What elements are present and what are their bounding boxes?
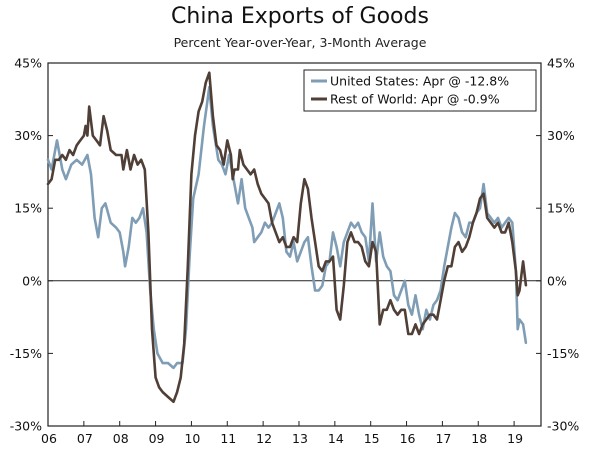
x-tick-label: 17	[435, 431, 451, 446]
y-tick-label-left: 45%	[14, 56, 42, 71]
series-line-us	[46, 85, 528, 370]
chart-subtitle: Percent Year-over-Year, 3-Month Average	[173, 35, 427, 50]
y-tick-label-right: 30%	[547, 128, 575, 143]
x-tick-label: 10	[184, 431, 200, 446]
chart-title: China Exports of Goods	[171, 4, 429, 29]
x-tick-label: 16	[400, 431, 416, 446]
y-tick-label-left: 0%	[22, 273, 42, 288]
y-tick-label-right: 45%	[547, 56, 575, 71]
legend-box	[303, 69, 537, 112]
plot-frame	[47, 62, 542, 427]
x-tick-label: 08	[113, 431, 129, 446]
x-tick-label: 15	[364, 431, 380, 446]
series-layer	[46, 71, 528, 404]
x-tick-label: 06	[41, 431, 57, 446]
x-tick-label: 19	[507, 431, 523, 446]
series-line-row	[46, 71, 528, 404]
x-tick-label: 09	[149, 431, 165, 446]
y-tick-label-right: 15%	[547, 201, 575, 216]
y-tick-label-left: 15%	[14, 201, 42, 216]
y-tick-label-right: -30%	[547, 419, 579, 434]
y-tick-label-left: -15%	[10, 346, 42, 361]
x-tick-label: 14	[328, 431, 344, 446]
x-tick-label: 13	[292, 431, 308, 446]
axis-ticks: -30% -30% -15% -15% 0% 0% 15% 15% 30% 30% 45% 45% 06…	[10, 56, 580, 447]
legend-label-us: United States: Apr @ -12.8%	[330, 74, 509, 89]
x-tick-label: 11	[220, 431, 236, 446]
x-tick-label: 18	[471, 431, 487, 446]
legend-label-row: Rest of World: Apr @ -0.9%	[330, 92, 500, 107]
y-tick-label-left: 30%	[14, 128, 42, 143]
y-tick-label-right: 0%	[547, 273, 567, 288]
x-tick-label: 12	[256, 431, 272, 446]
y-tick-label-left: -30%	[10, 419, 42, 434]
legend: United States: Apr @ -12.8% Rest of Worl…	[303, 69, 537, 112]
x-tick-label: 07	[77, 431, 93, 446]
y-tick-label-right: -15%	[547, 346, 579, 361]
